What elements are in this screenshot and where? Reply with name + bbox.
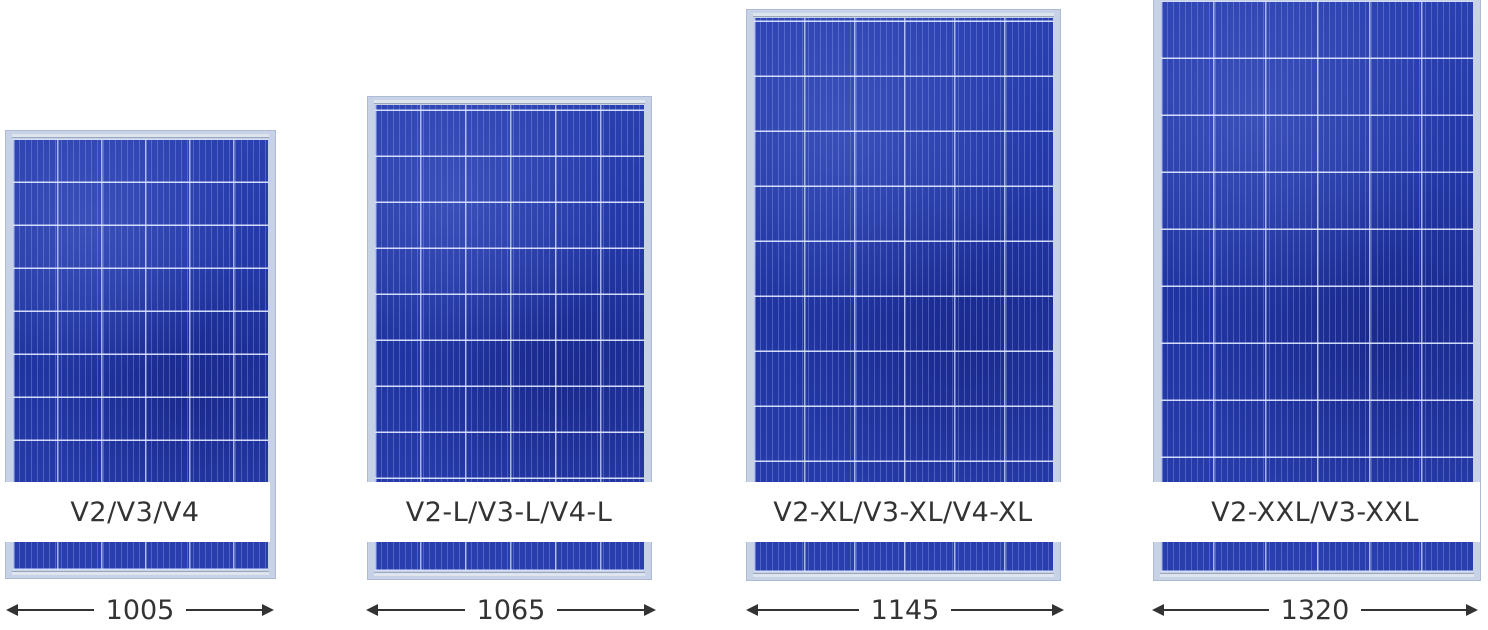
width-dimension-1005: 1005: [6, 590, 274, 630]
panel-cells: [1161, 1, 1473, 572]
panel-bottom-rail: [374, 572, 645, 576]
panel-cells: [754, 18, 1053, 572]
panel-top-rail: [374, 100, 645, 104]
model-label-text: V2/V3/V4: [70, 496, 200, 528]
panel-top-rail: [12, 134, 269, 138]
width-value: 1065: [476, 594, 546, 626]
width-value: 1005: [105, 594, 175, 626]
model-label-v2-l-v3-l-v4-l: V2-L/V3-L/V4-L: [366, 482, 652, 542]
width-dimension-1320: 1320: [1152, 590, 1478, 630]
arrow-right-icon: [557, 604, 656, 616]
model-label-text: V2-XL/V3-XL/V4-XL: [773, 496, 1033, 528]
model-label-text: V2-XXL/V3-XXL: [1211, 496, 1419, 528]
arrow-left-icon: [746, 604, 859, 616]
arrow-right-icon: [951, 604, 1064, 616]
model-label-v2-xxl-v3-xxl: V2-XXL/V3-XXL: [1150, 482, 1480, 542]
width-value: 1320: [1280, 594, 1350, 626]
arrow-left-icon: [6, 604, 94, 616]
width-value: 1145: [870, 594, 940, 626]
panel-bottom-rail: [12, 571, 269, 575]
arrow-left-icon: [1152, 604, 1269, 616]
panel-bottom-rail: [753, 573, 1054, 577]
arrow-left-icon: [366, 604, 465, 616]
width-dimension-1065: 1065: [366, 590, 656, 630]
arrow-right-icon: [186, 604, 274, 616]
panel-top-rail: [753, 13, 1054, 17]
model-label-v2-v3-v4: V2/V3/V4: [0, 482, 270, 542]
panel-bottom-rail: [1160, 573, 1474, 577]
model-label-text: V2-L/V3-L/V4-L: [405, 496, 613, 528]
model-label-v2-xl-v3-xl-v4-xl: V2-XL/V3-XL/V4-XL: [744, 482, 1062, 542]
arrow-right-icon: [1361, 604, 1478, 616]
width-dimension-1145: 1145: [746, 590, 1064, 630]
